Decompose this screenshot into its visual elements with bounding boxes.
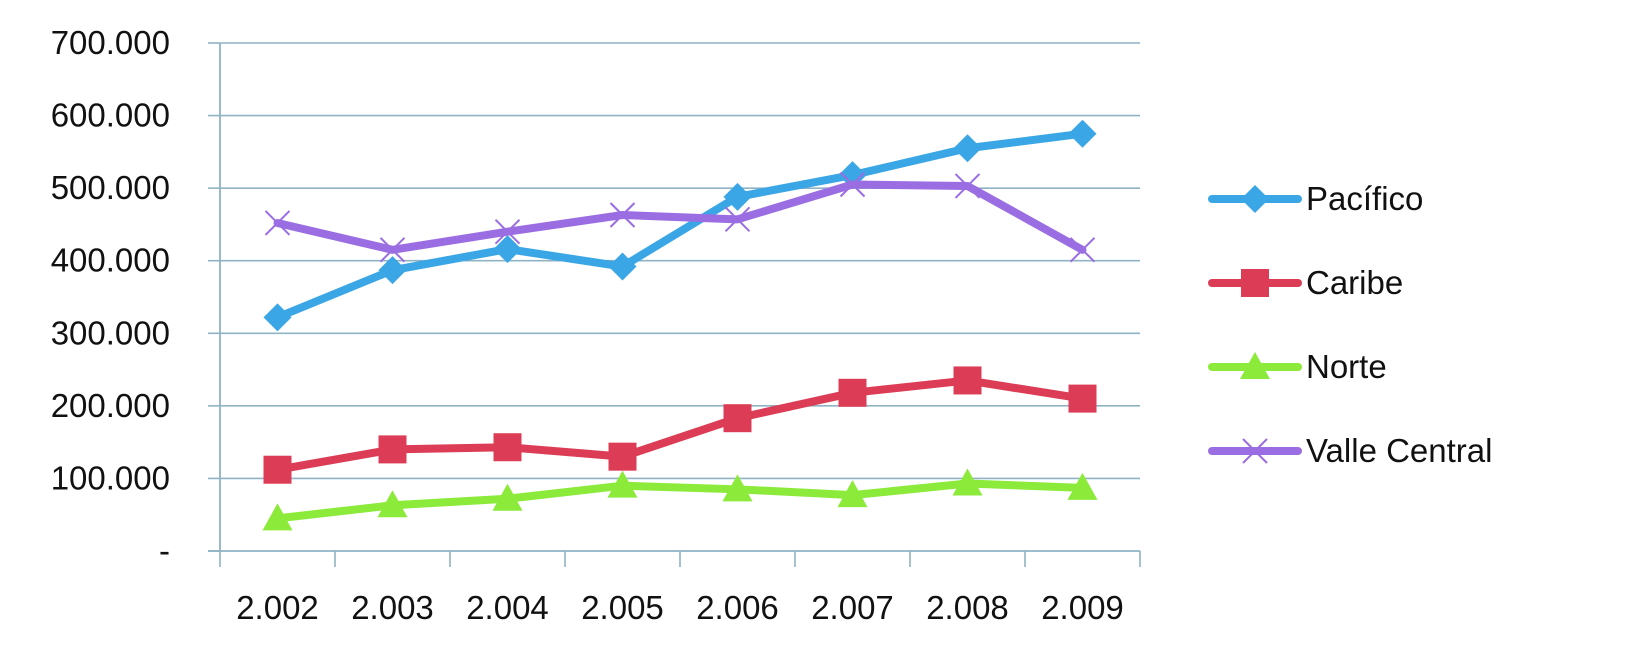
- legend-marker: [1241, 269, 1269, 297]
- data-point: [954, 173, 981, 199]
- x-tick-label: 2.008: [926, 589, 1009, 626]
- legend-item: Valle Central: [1208, 432, 1492, 469]
- data-point: [722, 474, 753, 502]
- data-point: [262, 503, 293, 531]
- legend-label: Caribe: [1306, 264, 1403, 301]
- series-line: [273, 180, 1087, 254]
- y-tick-label: 400.000: [51, 242, 170, 279]
- x-tick-label: 2.005: [581, 589, 664, 626]
- series-lines: [262, 119, 1098, 531]
- x-marker-stroke: [379, 237, 406, 263]
- legend-item: Pacífico: [1208, 180, 1423, 217]
- x-marker-stroke: [264, 210, 291, 236]
- x-marker-stroke: [494, 218, 521, 245]
- data-point: [952, 468, 983, 496]
- data-point: [1068, 384, 1097, 413]
- x-tick-label: 2.004: [466, 589, 549, 626]
- x-tick-label: 2.007: [811, 589, 894, 626]
- x-tick-labels: 2.002 2.003 2.004 2.005 2.006 2.007 2.008 2.009: [236, 589, 1124, 626]
- data-point: [378, 256, 407, 285]
- legend: Pacífico Caribe Norte Valle Central: [1208, 180, 1492, 469]
- data-point: [263, 303, 292, 332]
- y-tick-label: 300.000: [51, 314, 170, 351]
- data-point: [1068, 119, 1097, 148]
- x-marker-stroke: [1069, 237, 1096, 263]
- legend-label: Norte: [1306, 348, 1387, 385]
- legend-item: Norte: [1208, 348, 1387, 385]
- data-point: [607, 470, 638, 498]
- legend-marker: [1242, 438, 1268, 464]
- data-point: [724, 206, 751, 233]
- y-tick-label: -: [159, 532, 170, 569]
- data-point: [494, 218, 521, 245]
- data-point: [953, 134, 982, 163]
- data-point: [839, 171, 866, 198]
- legend-item: Caribe: [1208, 264, 1403, 301]
- data-point: [264, 210, 291, 236]
- gridlines: [220, 42, 1140, 480]
- x-marker-stroke: [1242, 438, 1268, 464]
- x-tick-label: 2.002: [236, 589, 319, 626]
- data-point: [1069, 237, 1096, 263]
- legend-label: Pacífico: [1306, 180, 1423, 217]
- y-tick-label: 200.000: [51, 387, 170, 424]
- data-point: [953, 366, 982, 395]
- data-point: [838, 378, 867, 407]
- series-line: [273, 479, 1087, 523]
- data-point: [379, 237, 406, 263]
- data-point: [608, 442, 637, 471]
- y-tick-label: 600.000: [51, 97, 170, 134]
- data-point: [837, 480, 868, 508]
- series-pac-fico: [263, 119, 1097, 332]
- data-point: [263, 455, 292, 484]
- series-valle-central: [264, 171, 1096, 263]
- x-marker-stroke: [609, 202, 636, 228]
- x-marker-stroke: [724, 206, 751, 233]
- data-point: [609, 202, 636, 228]
- axes: [208, 42, 1141, 567]
- x-tick-label: 2.009: [1041, 589, 1124, 626]
- series-line: [273, 129, 1087, 322]
- data-point: [377, 490, 408, 518]
- y-tick-label: 100.000: [51, 459, 170, 496]
- x-tick-label: 2.003: [351, 589, 434, 626]
- y-tick-labels: - 100.000 200.000 300.000 400.000 500.000 600.…: [51, 24, 170, 569]
- data-point: [608, 252, 637, 281]
- legend-label: Valle Central: [1306, 432, 1492, 469]
- x-marker-stroke: [954, 173, 981, 199]
- x-marker-stroke: [839, 171, 866, 198]
- data-point: [493, 433, 522, 462]
- data-point: [493, 235, 522, 264]
- series-caribe: [263, 366, 1097, 484]
- series-line: [273, 376, 1087, 474]
- y-tick-label: 500.000: [51, 169, 170, 206]
- y-tick-label: 700.000: [51, 24, 170, 61]
- x-tick-label: 2.006: [696, 589, 779, 626]
- data-point: [378, 435, 407, 464]
- legend-marker: [1241, 185, 1269, 213]
- data-point: [1067, 472, 1098, 500]
- data-point: [492, 483, 523, 511]
- legend-marker: [1240, 352, 1270, 379]
- series-norte: [262, 468, 1098, 531]
- data-point: [723, 404, 752, 433]
- data-point: [723, 182, 752, 211]
